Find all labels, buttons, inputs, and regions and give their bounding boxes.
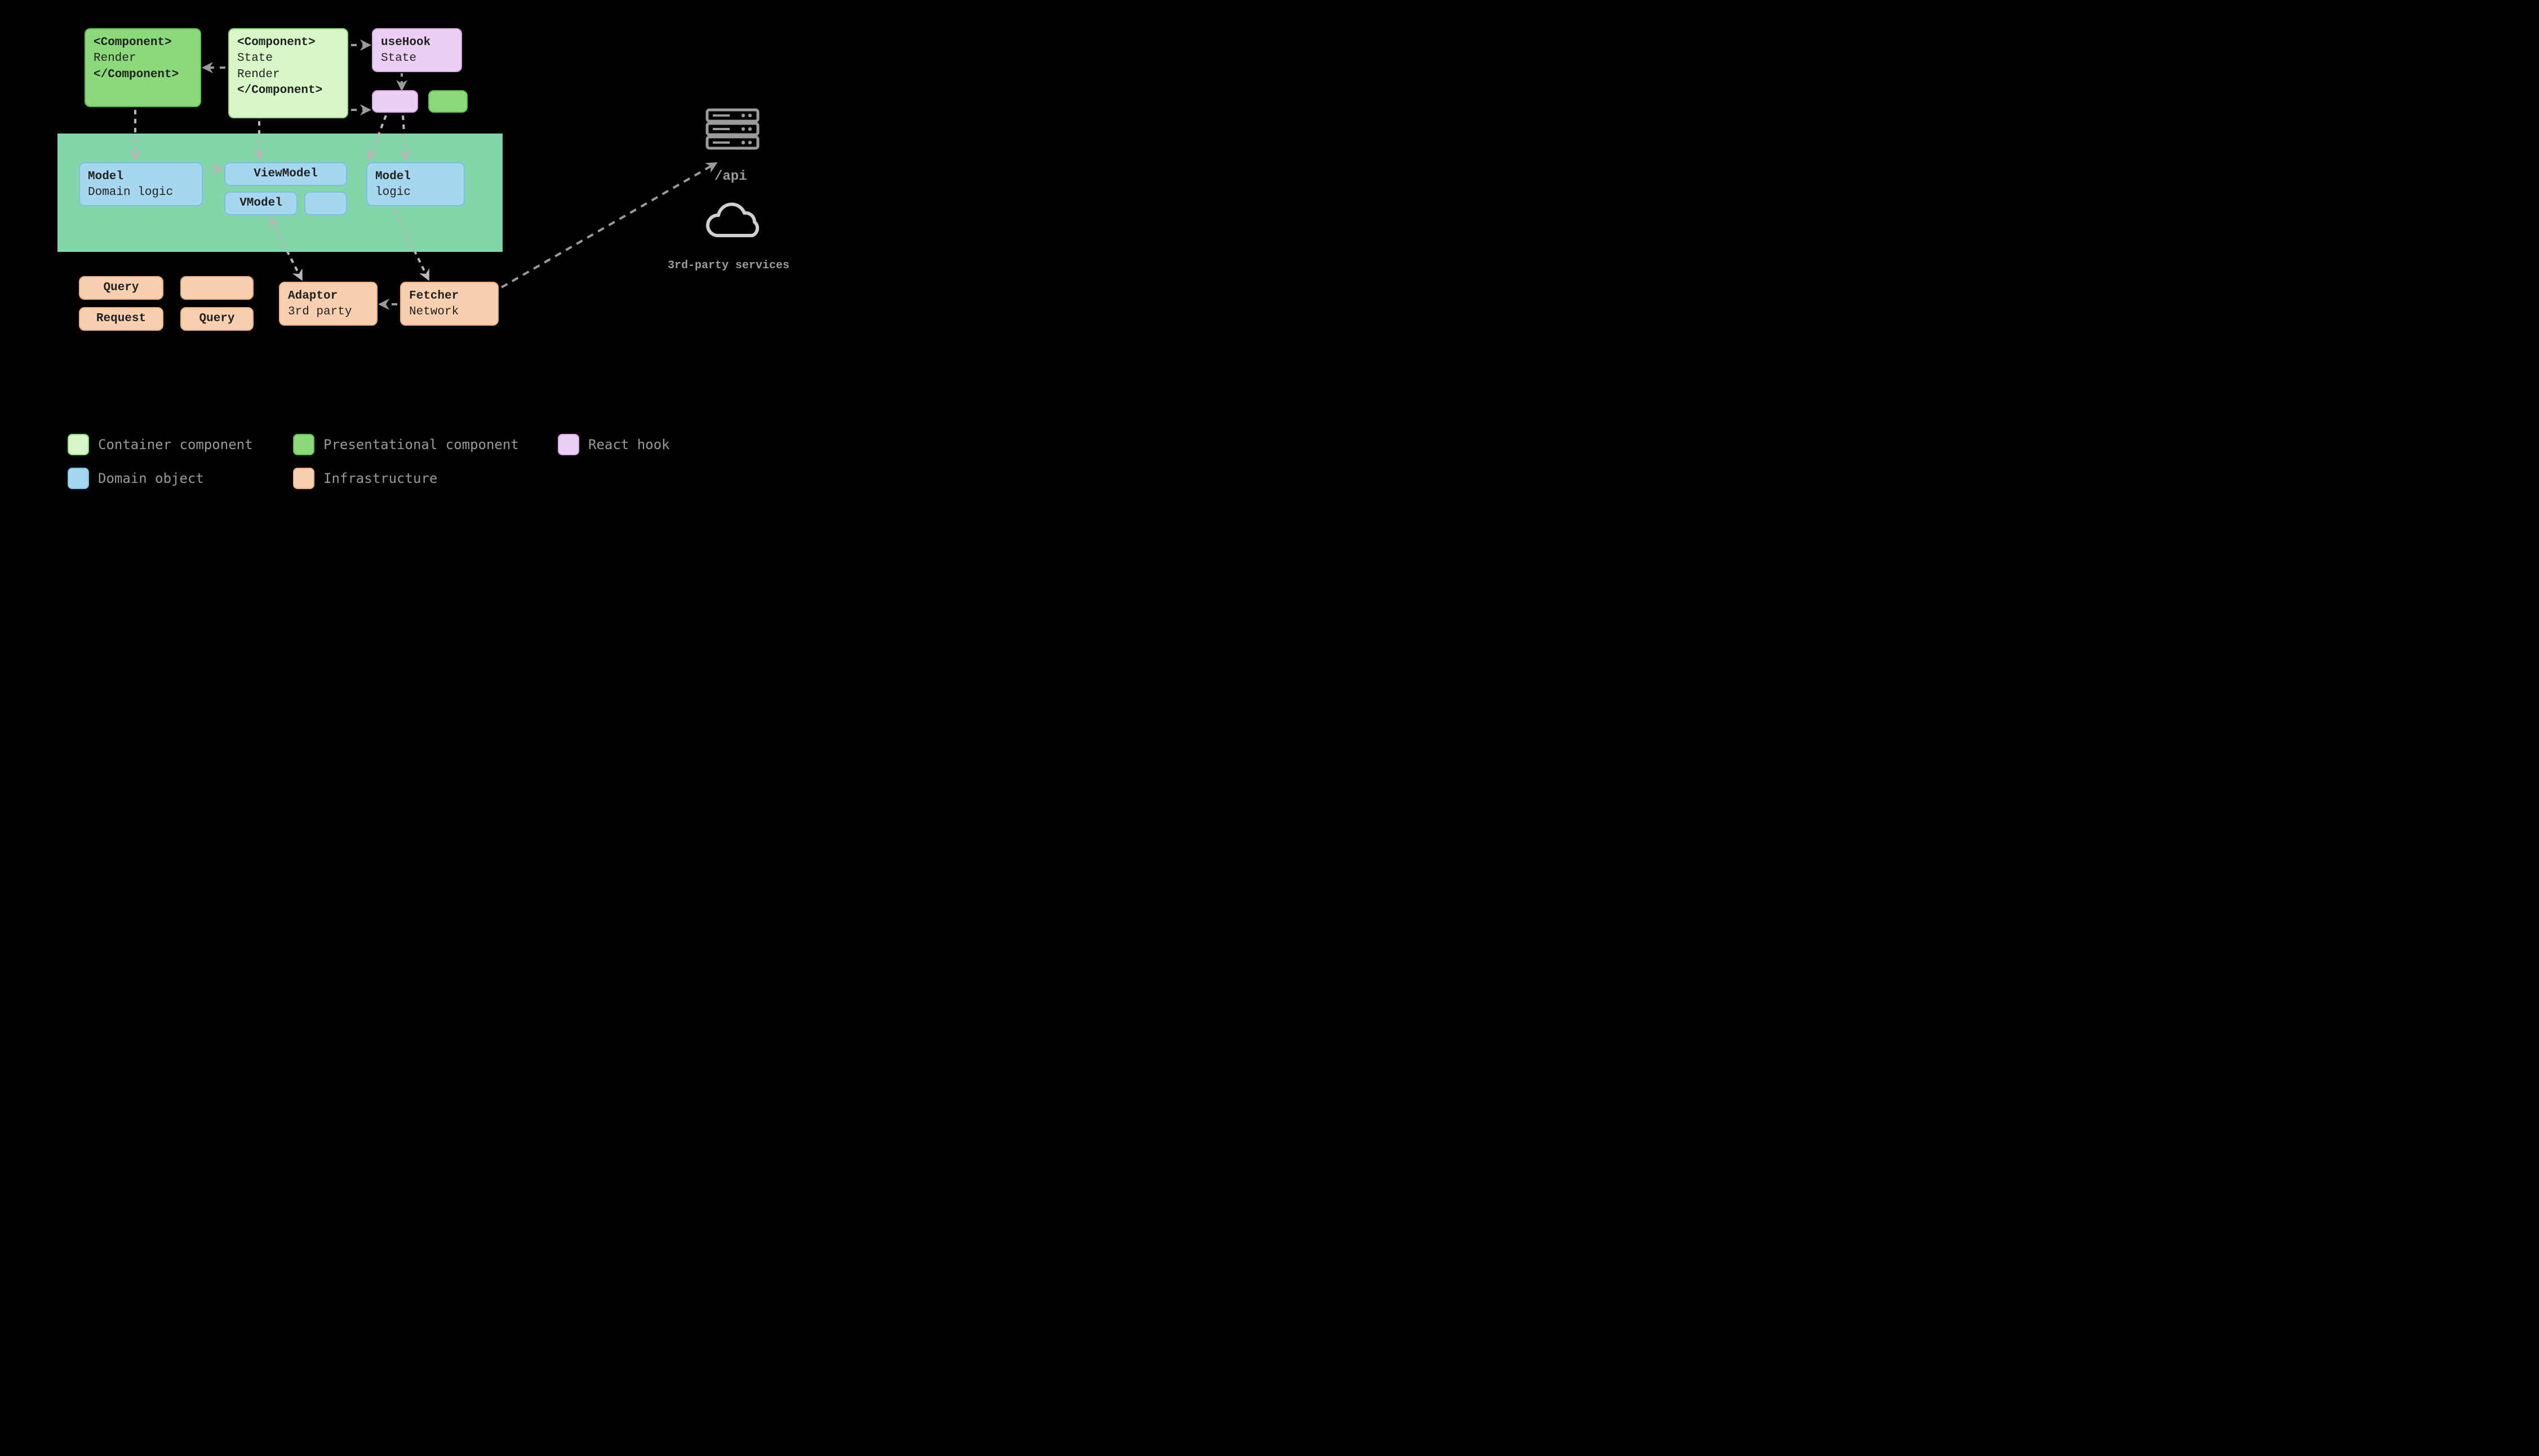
legend-label: Presentational component	[323, 437, 519, 452]
node-query2: Query	[180, 307, 254, 331]
server-icon	[707, 110, 758, 148]
node-cont1-line: State	[237, 51, 339, 66]
node-hook1-line: useHook	[381, 35, 453, 51]
node-hook1: useHookState	[372, 28, 462, 72]
legend-domainObj: Domain object	[68, 468, 204, 489]
node-presMini	[428, 90, 468, 113]
legend-swatch	[293, 434, 314, 455]
node-pres1-line: Render	[94, 51, 192, 66]
node-request: Request	[79, 307, 163, 331]
node-fetcher-line: Fetcher	[409, 288, 490, 304]
node-cont1-line: <Component>	[237, 35, 339, 51]
legend-presentational: Presentational component	[293, 434, 519, 455]
node-request-line: Request	[96, 311, 146, 327]
node-adaptor-line: Adaptor	[288, 288, 369, 304]
node-pres1: <Component>Render</Component>	[85, 28, 201, 107]
node-model1: ModelDomain logic	[79, 162, 203, 206]
node-model2-line: Model	[375, 169, 456, 185]
legend-container: Container component	[68, 434, 253, 455]
node-cont1: <Component>StateRender</Component>	[228, 28, 348, 118]
node-pres1-line: </Component>	[94, 67, 192, 83]
node-viewModel: ViewModel	[224, 162, 347, 186]
legend-label: Container component	[98, 437, 253, 452]
node-pres1-line: <Component>	[94, 35, 192, 51]
legend-swatch	[68, 434, 89, 455]
node-query1-line: Query	[103, 280, 139, 296]
cloud-icon	[708, 205, 757, 236]
node-adaptor-line: 3rd party	[288, 304, 369, 320]
node-model1-line: Model	[88, 169, 194, 185]
node-hook1-line: State	[381, 51, 453, 66]
node-vmodel: VModel	[224, 192, 298, 215]
node-query1: Query	[79, 276, 163, 300]
node-infraBlank	[180, 276, 254, 300]
third-party-label: 3rd-party services	[668, 259, 789, 272]
node-adaptor: Adaptor3rd party	[279, 282, 378, 326]
node-fetcher-line: Network	[409, 304, 490, 320]
node-query2-line: Query	[199, 311, 234, 327]
legend-hook: React hook	[558, 434, 670, 455]
node-hookMini	[372, 90, 418, 113]
legend-swatch	[558, 434, 579, 455]
api-label: /api	[714, 169, 747, 184]
legend-label: React hook	[588, 437, 670, 452]
node-vmBlank	[304, 192, 347, 215]
node-model2: Modellogic	[366, 162, 465, 206]
node-model2-line: logic	[375, 185, 456, 201]
legend-label: Infrastructure	[323, 470, 437, 486]
legend-label: Domain object	[98, 470, 204, 486]
node-cont1-line: </Component>	[237, 83, 339, 99]
legend-swatch	[68, 468, 89, 489]
node-viewModel-line: ViewModel	[254, 166, 317, 182]
node-model1-line: Domain logic	[88, 185, 194, 201]
node-vmodel-line: VModel	[239, 196, 282, 211]
legend-infra: Infrastructure	[293, 468, 437, 489]
legend-swatch	[293, 468, 314, 489]
node-cont1-line: Render	[237, 67, 339, 83]
node-fetcher: FetcherNetwork	[400, 282, 499, 326]
